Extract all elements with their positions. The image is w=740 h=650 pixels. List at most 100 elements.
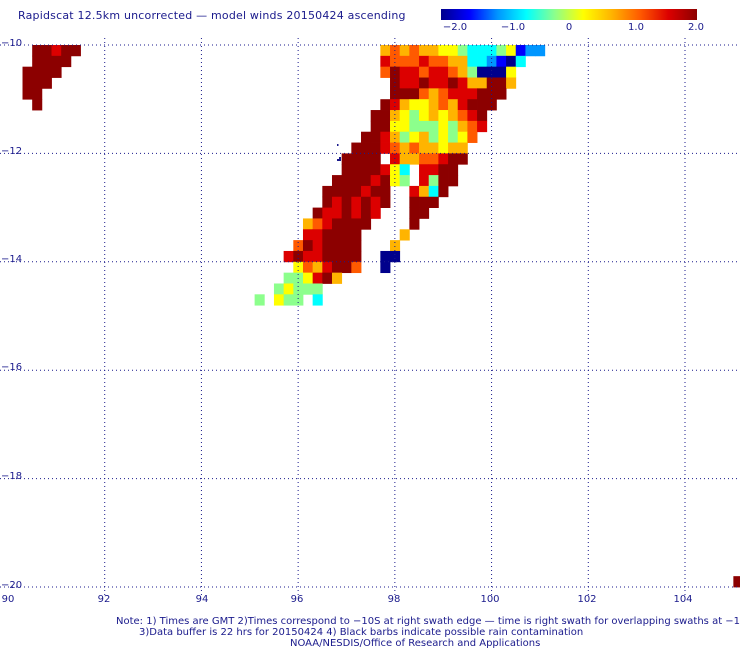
wind-cell	[457, 153, 468, 165]
lon-tick-label: 98	[387, 594, 401, 605]
wind-cell	[525, 45, 536, 57]
wind-cell	[370, 207, 381, 219]
wind-cell	[399, 88, 410, 100]
wind-cell	[22, 66, 33, 78]
wind-cell	[351, 229, 362, 241]
wind-cell	[438, 153, 449, 165]
wind-cell	[477, 99, 488, 111]
wind-cell	[302, 240, 314, 252]
wind-cell	[322, 207, 333, 219]
wind-cell	[390, 77, 401, 89]
wind-cell	[457, 45, 468, 57]
wind-cell	[390, 153, 401, 165]
lon-tick-label: 104	[673, 594, 693, 605]
wind-cell	[448, 88, 459, 100]
wind-cell	[486, 55, 497, 68]
wind-cell	[419, 185, 430, 198]
wind-cell	[390, 66, 401, 78]
wind-cell	[341, 196, 352, 208]
wind-cell	[467, 88, 478, 100]
wind-cell	[399, 164, 410, 176]
wind-cell	[51, 55, 62, 68]
wind-cell	[361, 131, 372, 143]
lon-tick-label: 96	[290, 594, 304, 605]
wind-cell	[409, 99, 420, 111]
wind-cell	[302, 218, 314, 230]
wind-cell	[448, 55, 459, 68]
wind-cell	[390, 55, 401, 68]
wind-cell	[370, 196, 381, 208]
wind-cell	[370, 110, 381, 122]
wind-cell	[61, 55, 72, 68]
wind-cell	[467, 131, 478, 143]
wind-cell	[399, 153, 410, 165]
wind-cell	[438, 66, 449, 78]
wind-cell	[390, 240, 401, 252]
wind-cell	[448, 153, 459, 165]
wind-cell	[351, 142, 362, 154]
wind-cell	[312, 283, 323, 295]
lat-tick-label: −14	[1, 254, 23, 265]
wind-cell	[419, 175, 430, 187]
wind-cell	[486, 66, 497, 78]
wind-cell	[331, 261, 343, 274]
wind-cell	[438, 131, 449, 143]
wind-cell	[32, 55, 43, 68]
wind-cell	[428, 196, 439, 208]
wind-cell	[438, 175, 449, 187]
wind-cell	[390, 110, 401, 122]
wind-cell	[351, 207, 362, 219]
wind-cell	[380, 45, 391, 57]
wind-cell	[351, 153, 362, 165]
wind-cell	[370, 131, 381, 143]
wind-cell	[486, 77, 497, 89]
lat-tick-label: −12	[1, 146, 23, 157]
colorbar-tick-label: −1.0	[500, 22, 526, 33]
wind-cell	[419, 131, 430, 143]
wind-cell	[312, 261, 323, 274]
wind-cell	[293, 261, 304, 274]
wind-cell	[457, 77, 468, 89]
lat-lon-grid	[0, 38, 740, 596]
wind-cell	[428, 77, 439, 89]
wind-cell	[438, 120, 449, 133]
wind-cell	[331, 240, 343, 252]
wind-cell	[515, 45, 526, 57]
wind-cell	[283, 294, 294, 306]
wind-cell	[506, 66, 517, 78]
wind-cell	[273, 294, 285, 306]
wind-cell	[254, 294, 265, 306]
wind-cell	[409, 66, 420, 78]
wind-cell	[361, 142, 372, 154]
wind-cell	[341, 240, 352, 252]
wind-cell	[486, 88, 497, 100]
lat-tick-label: −20	[1, 580, 23, 591]
wind-cell	[409, 120, 420, 133]
wind-cell	[22, 77, 33, 89]
wind-cell	[477, 110, 488, 122]
wind-cell	[399, 131, 410, 143]
rain-contamination-marks	[337, 144, 341, 161]
wind-cell	[32, 99, 43, 111]
wind-cell	[467, 45, 478, 57]
wind-cell	[448, 66, 459, 78]
wind-cell	[390, 164, 401, 176]
wind-cell	[302, 283, 314, 295]
wind-cell	[390, 175, 401, 187]
wind-cell	[409, 131, 420, 143]
color-scale-bar	[441, 9, 697, 20]
wind-cell	[293, 294, 304, 306]
wind-cell	[361, 153, 372, 165]
rain-barb-mark	[337, 159, 341, 161]
lat-tick-label: −16	[1, 362, 23, 373]
wind-cell	[41, 55, 52, 68]
wind-cell	[22, 88, 33, 100]
wind-cell	[331, 218, 343, 230]
wind-cell	[370, 142, 381, 154]
wind-cell	[419, 88, 430, 100]
wind-cell	[438, 185, 449, 198]
wind-cell	[322, 240, 333, 252]
wind-cell	[467, 55, 478, 68]
wind-cell	[283, 272, 294, 284]
